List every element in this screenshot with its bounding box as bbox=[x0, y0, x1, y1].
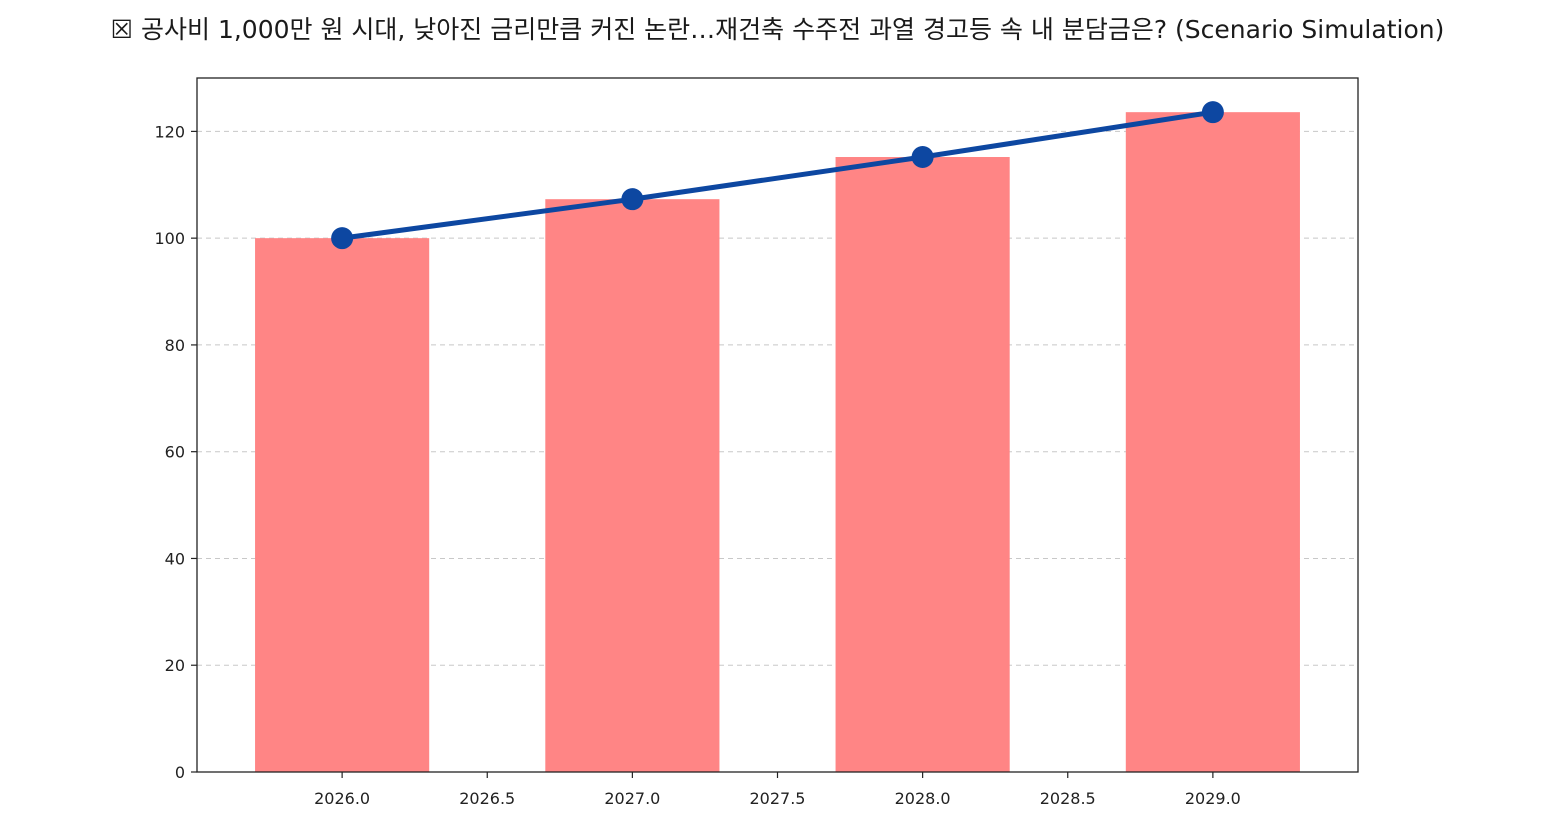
x-tick-label: 2027.0 bbox=[604, 789, 660, 808]
x-tick-label: 2026.5 bbox=[459, 789, 515, 808]
series-line bbox=[341, 109, 1214, 241]
y-tick-label: 60 bbox=[165, 443, 185, 462]
y-tick-label: 120 bbox=[154, 122, 185, 141]
y-axis-ticks: 0 20 40 60 80 100 120 bbox=[154, 122, 197, 782]
chart-title: ☒ 공사비 1,000만 원 시대, 낮아진 금리만큼 커진 논란…재건축 수주… bbox=[110, 15, 1445, 44]
x-tick-label: 2028.0 bbox=[895, 789, 951, 808]
x-tick-label: 2029.0 bbox=[1185, 789, 1241, 808]
line-point bbox=[911, 146, 934, 169]
x-tick-label: 2028.5 bbox=[1040, 789, 1096, 808]
bar bbox=[835, 157, 1010, 773]
y-tick-label: 40 bbox=[165, 549, 185, 568]
bar bbox=[255, 238, 430, 773]
bar bbox=[545, 199, 720, 772]
y-tick-label: 0 bbox=[175, 763, 185, 782]
bar bbox=[1125, 112, 1300, 773]
x-tick-label: 2026.0 bbox=[314, 789, 370, 808]
line-series bbox=[331, 101, 1224, 250]
y-tick-label: 100 bbox=[154, 229, 185, 248]
x-tick-label: 2027.5 bbox=[750, 789, 806, 808]
y-tick-label: 20 bbox=[165, 656, 185, 675]
y-tick-label: 80 bbox=[165, 336, 185, 355]
x-axis-ticks: 2026.0 2026.5 2027.0 2027.5 2028.0 2028.5 2029… bbox=[314, 772, 1241, 808]
line-point bbox=[621, 188, 644, 211]
bar-series bbox=[255, 112, 1300, 773]
line-point bbox=[1201, 101, 1224, 124]
line-point bbox=[331, 227, 354, 250]
